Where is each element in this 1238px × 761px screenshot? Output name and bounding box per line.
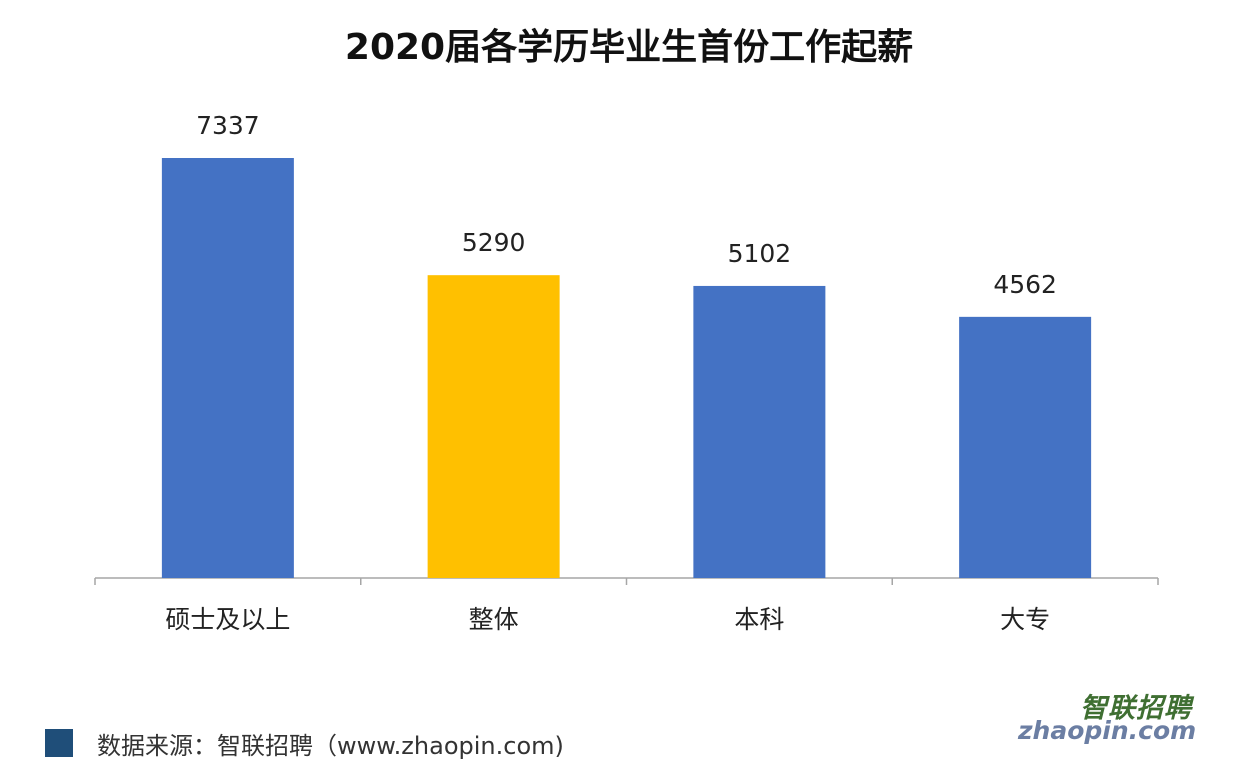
- bar-value-label: 7337: [196, 111, 260, 140]
- bar-value-label: 4562: [993, 270, 1057, 299]
- bar-2: [427, 275, 560, 578]
- bar-value-label: 5290: [462, 228, 526, 257]
- bar-3: [693, 285, 826, 578]
- watermark-logo-text: 智联招聘: [1080, 693, 1192, 724]
- legend-swatch: [45, 729, 73, 757]
- watermark-domain-text: zhaopin.com: [1018, 716, 1197, 745]
- x-tick-label: 大专: [1000, 605, 1050, 634]
- x-tick-label: 硕士及以上: [165, 605, 290, 634]
- bar-value-label: 5102: [728, 239, 792, 268]
- bar-1: [161, 158, 294, 578]
- chart-title: 2020届各学历毕业生首份工作起薪: [344, 27, 914, 68]
- x-tick-label: 本科: [734, 605, 784, 634]
- source-footer: 数据来源：智联招聘（www.zhaopin.com): [45, 728, 564, 760]
- zhaopin-watermark-logo: 智联招聘 zhaopin.com: [1010, 686, 1220, 748]
- bar-chart: 7337 硕士及以上 5290 整体 5102 本科 4562 大专: [94, 111, 1159, 634]
- source-text: 数据来源：智联招聘（www.zhaopin.com): [97, 731, 564, 760]
- x-tick-label: 整体: [469, 605, 519, 634]
- bar-4: [959, 316, 1092, 578]
